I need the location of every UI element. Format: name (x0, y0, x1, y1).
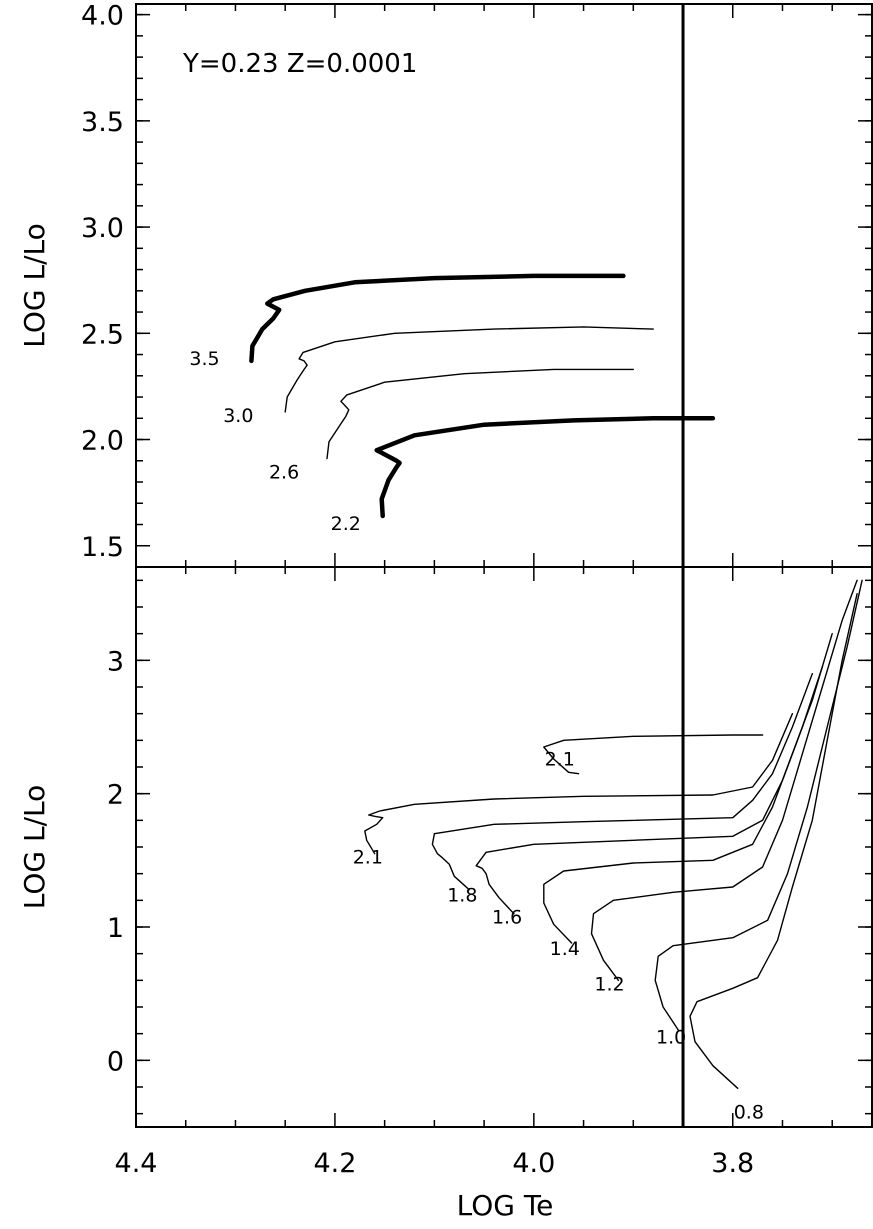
top-track-3_0 (284, 326, 654, 413)
top-track-label: 2.2 (331, 513, 361, 535)
bottom-track-1_6 (475, 666, 823, 915)
top-track-label: 2.6 (269, 462, 299, 484)
top-y-axis-title: LOG L/Lo (18, 223, 51, 348)
top-y-tick-label: 3.5 (81, 107, 124, 138)
top-y-tick-label: 3.0 (81, 213, 124, 244)
bottom-track-2_1 (543, 734, 764, 775)
bottom-track-1_2 (590, 579, 858, 981)
x-tick-label: 4.0 (512, 1148, 555, 1179)
bottom-y-tick-label: 1 (107, 913, 124, 944)
bottom-track-label: 1.6 (492, 907, 522, 929)
top-y-tick-label: 1.5 (81, 532, 124, 563)
bottom-track-label: 1.2 (594, 973, 624, 995)
composition-annotation: Y=0.23 Z=0.0001 (182, 49, 417, 79)
top-y-tick-label: 4.0 (81, 1, 124, 32)
bottom-track-2_1 (364, 713, 794, 855)
top-panel: 1.5 2.0 2.5 3.0 3.5 4.0 LOG L/Lo Y=0.23 Z=0.000… (18, 1, 873, 568)
bottom-panel: 0 1 2 3 4.4 4.2 4.0 3.8 LOG L/Lo 0.8 1.0 1.2 1.4 1.6 1… (18, 566, 873, 1179)
bottom-track-label: 1.8 (447, 885, 477, 907)
bottom-track-label: 1.4 (550, 938, 580, 960)
bottom-track-label: 2.1 (353, 847, 383, 869)
top-track-2_6 (326, 368, 634, 460)
x-axis-title: LOG Te (457, 1189, 554, 1222)
bottom-plot-frame (135, 566, 873, 1128)
top-plot-frame (135, 3, 873, 568)
bottom-track-label: 2.1 (545, 749, 575, 771)
bottom-track-1_8 (431, 673, 813, 891)
bottom-y-axis-title: LOG L/Lo (18, 785, 51, 910)
top-track-label: 3.5 (189, 348, 219, 370)
bottom-track-label: 0.8 (734, 1101, 764, 1123)
bottom-y-tick-label: 0 (107, 1046, 124, 1077)
x-tick-label: 3.8 (711, 1148, 754, 1179)
top-y-tick-label: 2.5 (81, 319, 124, 350)
top-track-3_5 (249, 273, 626, 364)
x-tick-label: 4.4 (115, 1148, 158, 1179)
bottom-track-0_8 (689, 593, 858, 1090)
bottom-track-1_4 (543, 633, 833, 944)
top-track-label: 3.0 (223, 405, 253, 427)
bottom-y-tick-label: 3 (107, 646, 124, 677)
top-y-tick-label: 2.0 (81, 426, 124, 457)
bottom-track-label: 1.0 (656, 1027, 686, 1049)
bottom-y-tick-label: 2 (107, 780, 124, 811)
top-track-2_2 (374, 416, 716, 519)
x-tick-label: 4.2 (313, 1148, 356, 1179)
bottom-track-1_0 (654, 579, 863, 1031)
